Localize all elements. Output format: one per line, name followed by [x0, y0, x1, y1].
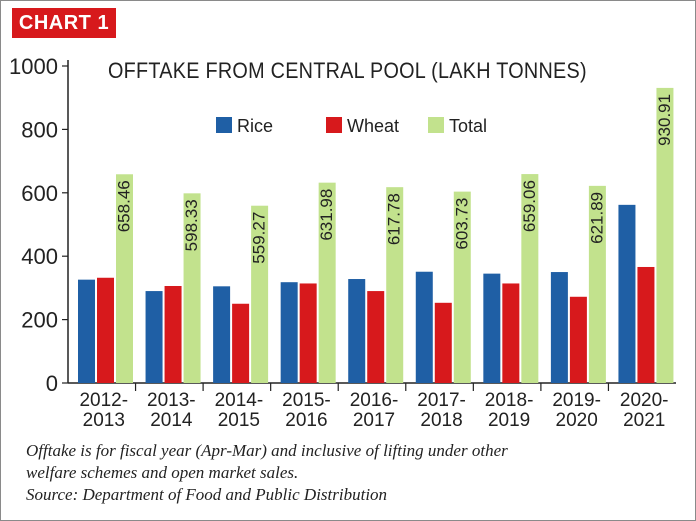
- y-tick-label: 200: [21, 308, 58, 333]
- bar-rice: [348, 279, 366, 383]
- y-tick-label: 0: [46, 371, 58, 396]
- x-tick-label: 2018: [420, 410, 462, 431]
- x-tick-label: 2020-: [620, 390, 669, 411]
- bar-rice: [618, 204, 636, 383]
- source-text: Source: Department of Food and Public Di…: [26, 485, 388, 504]
- chart-badge: CHART 1: [12, 8, 116, 38]
- data-label: 617.78: [385, 193, 404, 245]
- data-label: 659.06: [520, 180, 539, 232]
- bar-rice: [213, 286, 231, 383]
- legend-swatch-total: [428, 117, 444, 133]
- data-label: 621.89: [587, 192, 606, 244]
- bar-total: [656, 87, 674, 384]
- bar-wheat: [367, 291, 385, 383]
- x-tick-label: 2017: [353, 410, 395, 431]
- y-tick-label: 800: [21, 117, 58, 142]
- bar-wheat: [502, 283, 520, 383]
- x-tick-label: 2017-: [417, 390, 466, 411]
- x-tick-label: 2021: [623, 410, 665, 431]
- data-label: 603.73: [452, 198, 471, 250]
- footnote-line-1: Offtake is for fiscal year (Apr-Mar) and…: [26, 441, 508, 460]
- bar-rice: [415, 271, 433, 383]
- legend-swatch-rice: [216, 117, 232, 133]
- data-label: 598.33: [182, 199, 201, 251]
- bar-rice: [550, 272, 568, 383]
- bar-total: [116, 174, 133, 383]
- bar-wheat: [232, 303, 250, 383]
- legend-swatch-wheat: [326, 117, 342, 133]
- x-tick-label: 2016-: [350, 390, 399, 411]
- bar-rice: [78, 279, 95, 383]
- bar-total: [183, 193, 201, 383]
- footnote-line-2: welfare schemes and open market sales.: [26, 463, 299, 482]
- x-tick-label: 2018-: [485, 390, 534, 411]
- footnote: Offtake is for fiscal year (Apr-Mar) and…: [26, 440, 676, 506]
- bar-total: [386, 187, 404, 383]
- y-tick-label: 600: [21, 181, 58, 206]
- x-tick-label: 2013-: [147, 390, 196, 411]
- bar-wheat: [569, 296, 587, 383]
- bar-total: [251, 205, 269, 383]
- x-tick-label: 2019-: [552, 390, 601, 411]
- x-tick-label: 2020: [556, 410, 598, 431]
- x-tick-label: 2019: [488, 410, 530, 431]
- chart-title: OFFTAKE FROM CENTRAL POOL (LAKH TONNES): [108, 58, 587, 83]
- x-tick-label: 2015: [218, 410, 260, 431]
- x-tick-label: 2014: [150, 410, 193, 431]
- bar-rice: [280, 282, 298, 383]
- y-tick-label: 400: [21, 244, 58, 269]
- data-label: 930.91: [655, 94, 674, 146]
- legend-label-rice: Rice: [237, 116, 273, 136]
- bar-wheat: [164, 285, 182, 383]
- bar-rice: [483, 273, 501, 383]
- x-tick-label: 2014-: [215, 390, 264, 411]
- x-tick-label: 2015-: [282, 390, 331, 411]
- legend-label-total: Total: [449, 116, 487, 136]
- y-tick-label: 1000: [9, 54, 58, 79]
- bar-rice: [145, 291, 163, 383]
- data-label: 658.46: [115, 180, 134, 232]
- x-tick-label: 2013: [83, 410, 125, 431]
- legend-label-wheat: Wheat: [347, 116, 399, 136]
- bar-wheat: [637, 266, 655, 383]
- bar-total: [521, 174, 539, 383]
- bar-wheat: [299, 283, 317, 383]
- bar-wheat: [97, 277, 114, 383]
- bar-total: [453, 191, 471, 383]
- bar-wheat: [434, 302, 452, 383]
- x-tick-label: 2016: [285, 410, 327, 431]
- bar-total: [318, 182, 336, 383]
- data-label: 559.27: [250, 212, 269, 264]
- bar-total: [588, 185, 606, 383]
- data-label: 631.98: [317, 189, 336, 241]
- x-tick-label: 2012-: [79, 390, 128, 411]
